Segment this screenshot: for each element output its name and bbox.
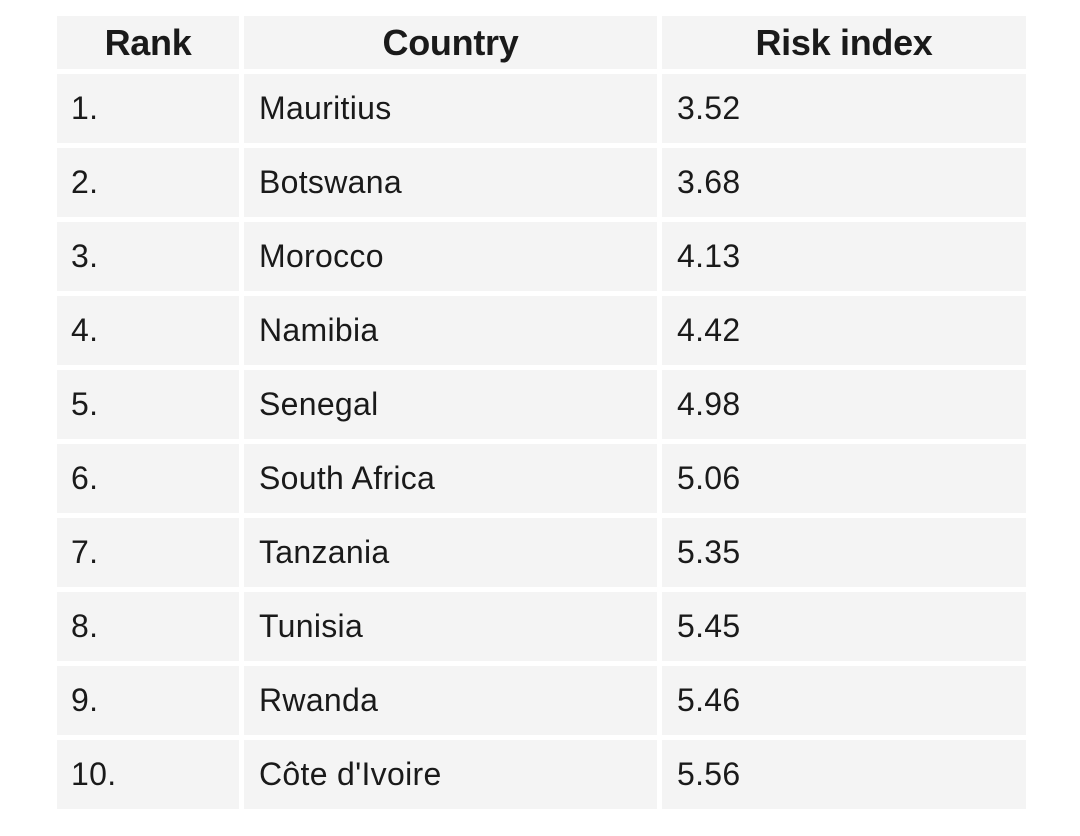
table-header-row: Rank Country Risk index	[57, 16, 1026, 69]
table-row: 1. Mauritius 3.52	[57, 74, 1026, 143]
rank-cell: 3.	[57, 222, 239, 291]
risk-index-cell: 5.06	[662, 444, 1026, 513]
header-country: Country	[244, 16, 657, 69]
risk-index-cell: 3.68	[662, 148, 1026, 217]
rank-cell: 1.	[57, 74, 239, 143]
risk-index-cell: 4.98	[662, 370, 1026, 439]
table-row: 2. Botswana 3.68	[57, 148, 1026, 217]
table-row: 4. Namibia 4.42	[57, 296, 1026, 365]
country-cell: Senegal	[244, 370, 657, 439]
country-cell: Namibia	[244, 296, 657, 365]
table-row: 10. Côte d'Ivoire 5.56	[57, 740, 1026, 809]
risk-index-cell: 3.52	[662, 74, 1026, 143]
table-row: 9. Rwanda 5.46	[57, 666, 1026, 735]
header-rank: Rank	[57, 16, 239, 69]
risk-index-cell: 4.13	[662, 222, 1026, 291]
country-cell: Mauritius	[244, 74, 657, 143]
rank-cell: 6.	[57, 444, 239, 513]
rank-cell: 8.	[57, 592, 239, 661]
rank-cell: 10.	[57, 740, 239, 809]
risk-index-table: Rank Country Risk index 1. Mauritius 3.5…	[52, 11, 1031, 814]
country-cell: Morocco	[244, 222, 657, 291]
rank-cell: 5.	[57, 370, 239, 439]
risk-index-cell: 5.46	[662, 666, 1026, 735]
risk-index-cell: 5.35	[662, 518, 1026, 587]
country-cell: Botswana	[244, 148, 657, 217]
header-risk-index: Risk index	[662, 16, 1026, 69]
rank-cell: 2.	[57, 148, 239, 217]
table-row: 6. South Africa 5.06	[57, 444, 1026, 513]
risk-index-cell: 5.56	[662, 740, 1026, 809]
risk-index-table-container: Rank Country Risk index 1. Mauritius 3.5…	[57, 16, 1026, 814]
country-cell: South Africa	[244, 444, 657, 513]
country-cell: Tanzania	[244, 518, 657, 587]
table-row: 3. Morocco 4.13	[57, 222, 1026, 291]
rank-cell: 9.	[57, 666, 239, 735]
country-cell: Tunisia	[244, 592, 657, 661]
table-row: 5. Senegal 4.98	[57, 370, 1026, 439]
table-row: 7. Tanzania 5.35	[57, 518, 1026, 587]
table-row: 8. Tunisia 5.45	[57, 592, 1026, 661]
country-cell: Rwanda	[244, 666, 657, 735]
rank-cell: 4.	[57, 296, 239, 365]
risk-index-cell: 4.42	[662, 296, 1026, 365]
country-cell: Côte d'Ivoire	[244, 740, 657, 809]
rank-cell: 7.	[57, 518, 239, 587]
risk-index-cell: 5.45	[662, 592, 1026, 661]
